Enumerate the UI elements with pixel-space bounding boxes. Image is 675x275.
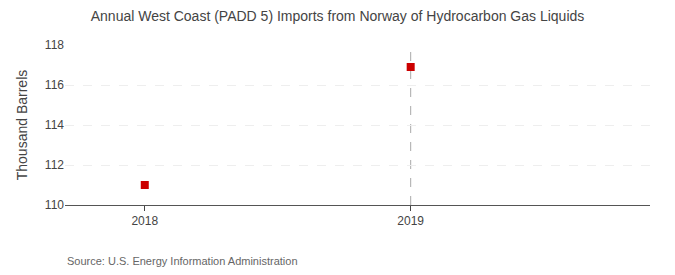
svg-text:114: 114 [45,118,64,132]
svg-text:2019: 2019 [397,214,424,228]
svg-text:2018: 2018 [131,214,158,228]
svg-text:110: 110 [45,198,64,212]
svg-text:118: 118 [45,38,64,52]
svg-text:116: 116 [45,78,64,92]
svg-text:Source: U.S. Energy Informatio: Source: U.S. Energy Information Administ… [67,255,298,267]
svg-text:112: 112 [45,158,64,172]
svg-text:Annual West Coast (PADD 5) Imp: Annual West Coast (PADD 5) Imports from … [91,8,585,24]
svg-text:Thousand Barrels: Thousand Barrels [14,70,30,181]
